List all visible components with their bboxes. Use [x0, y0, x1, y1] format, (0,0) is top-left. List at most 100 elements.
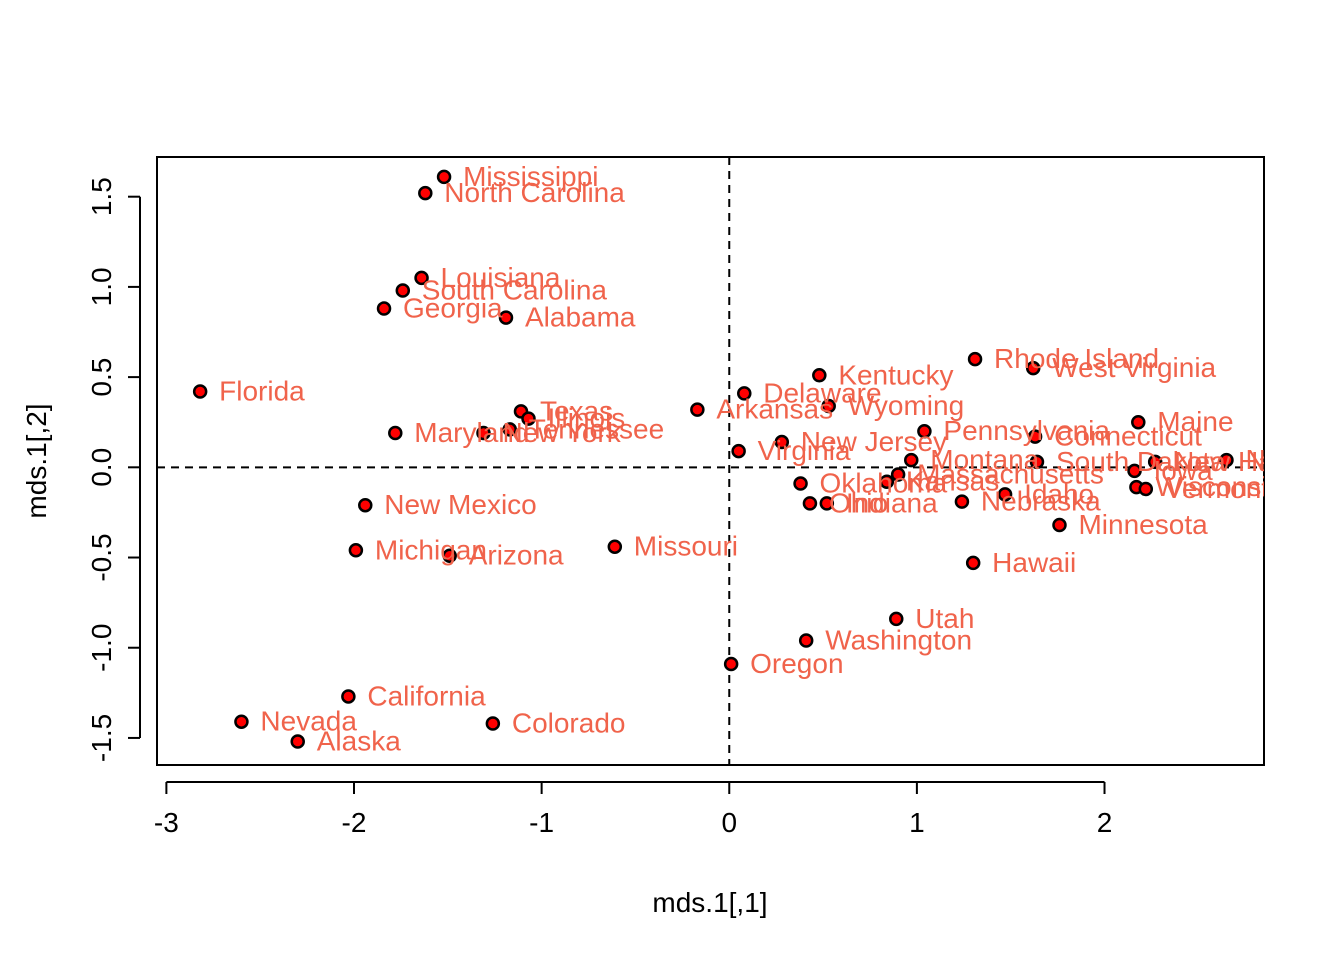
- point-label: California: [367, 680, 486, 711]
- data-point: [192, 384, 208, 399]
- y-tick-label: 1.0: [86, 267, 117, 306]
- data-point: [690, 402, 705, 417]
- data-point: [798, 633, 814, 648]
- point-label: Connecticut: [1054, 421, 1202, 452]
- point-label: Illinois: [548, 403, 626, 434]
- point-label: Idaho: [1024, 478, 1094, 509]
- point-label: New Mexico: [384, 489, 536, 520]
- data-point: [498, 310, 514, 325]
- y-tick-label: -0.5: [86, 533, 117, 581]
- point-label: North Carolina: [444, 177, 625, 208]
- point-label: Kentucky: [838, 359, 953, 390]
- data-point: [819, 496, 835, 511]
- point-label: Massachusetts: [917, 459, 1104, 490]
- data-point: [358, 497, 373, 513]
- point-label: Wisconsin: [1155, 471, 1283, 502]
- data-point: [502, 422, 517, 437]
- data-point: [290, 734, 305, 749]
- y-axis: -1.5 -1.0 -0.5 0.0 0.5 1.0 1.5: [86, 177, 141, 762]
- data-point: [821, 398, 836, 414]
- point-label: Pennsylvania: [943, 415, 1110, 446]
- plot-frame: [156, 156, 1265, 766]
- data-point: [1025, 360, 1041, 376]
- point-label: Nebraska: [981, 486, 1101, 517]
- data-point: [1052, 517, 1067, 533]
- x-tick-label: 1: [909, 807, 925, 838]
- point-label: South Dakota: [1056, 446, 1226, 477]
- point-label: Ohio: [829, 487, 888, 518]
- data-point: [774, 434, 790, 450]
- data-point: [395, 283, 411, 298]
- data-point: [414, 270, 429, 286]
- point-label: South Carolina: [422, 275, 608, 306]
- y-tick-label: -1.5: [86, 714, 117, 762]
- point-label: Arizona: [469, 540, 564, 571]
- y-tick-label: 1.5: [86, 177, 117, 216]
- data-point: [1219, 452, 1234, 468]
- point-label: Delaware: [763, 377, 881, 408]
- x-tick-label: -3: [154, 807, 179, 838]
- point-label: Indiana: [846, 487, 938, 518]
- point-label: Louisiana: [441, 262, 561, 293]
- points-layer: [192, 169, 1234, 749]
- data-point: [917, 423, 932, 439]
- point-label: New Jersey: [801, 426, 947, 457]
- point-label: Washington: [825, 625, 972, 656]
- data-point: [802, 496, 818, 511]
- point-label: Tennessee: [529, 413, 664, 444]
- x-tick-label: -2: [342, 807, 367, 838]
- data-point: [485, 716, 501, 731]
- data-point: [737, 386, 752, 401]
- data-point: [436, 169, 452, 185]
- x-tick-label: 0: [721, 807, 737, 838]
- x-axis: -3 -2 -1 0 1 2: [154, 781, 1113, 838]
- data-point: [341, 689, 356, 704]
- point-label: Maine: [1157, 406, 1233, 437]
- point-label: Vermont: [1165, 473, 1269, 504]
- data-point: [348, 543, 364, 558]
- data-point: [234, 714, 249, 729]
- point-label: Missouri: [634, 531, 738, 562]
- point-label: Oregon: [750, 648, 843, 679]
- point-label: Minnesota: [1078, 509, 1208, 540]
- x-tick-label: 2: [1097, 807, 1113, 838]
- data-point: [889, 611, 904, 627]
- point-label: Montana: [930, 444, 1039, 475]
- data-point: [418, 185, 433, 201]
- point-label: New York: [502, 417, 621, 448]
- point-label: Utah: [915, 603, 974, 634]
- data-point: [1127, 463, 1142, 479]
- data-point: [967, 351, 983, 367]
- data-point: [1027, 429, 1043, 444]
- data-point: [1131, 414, 1146, 430]
- data-point: [731, 443, 746, 459]
- data-point: [1147, 454, 1163, 470]
- data-point: [476, 425, 491, 441]
- data-point: [1029, 454, 1045, 470]
- point-label: North Dakota: [1245, 444, 1344, 475]
- point-label: Mississippi: [463, 161, 598, 192]
- data-point: [1138, 481, 1154, 497]
- point-label: Wyoming: [848, 390, 964, 421]
- data-point: [879, 474, 895, 489]
- point-label: Virginia: [758, 435, 851, 466]
- y-tick-label: 0.0: [86, 448, 117, 487]
- data-point: [442, 548, 457, 563]
- y-tick-label: 0.5: [86, 358, 117, 397]
- point-label: Rhode Island: [994, 343, 1159, 374]
- point-label: Alabama: [525, 302, 636, 333]
- data-point: [723, 656, 739, 672]
- data-point: [954, 494, 970, 509]
- point-label: Nevada: [260, 706, 357, 737]
- point-label: Maryland: [414, 417, 529, 448]
- point-label: New Hampshire: [1174, 446, 1344, 477]
- point-label: Arkansas: [716, 394, 833, 425]
- point-label: Alaska: [317, 726, 401, 757]
- data-point: [965, 555, 981, 571]
- data-point: [997, 487, 1013, 502]
- point-label: Georgia: [403, 293, 503, 324]
- data-point: [607, 539, 623, 554]
- data-point: [812, 368, 827, 383]
